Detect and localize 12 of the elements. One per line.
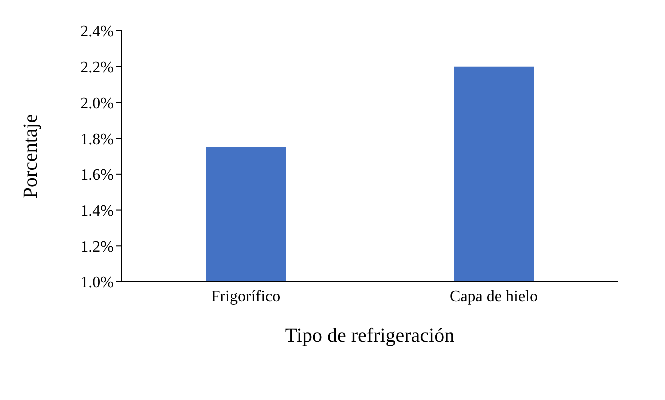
y-tick-label: 2.0% xyxy=(80,95,114,112)
y-tick-label: 2.2% xyxy=(80,60,114,77)
x-tick-label: Capa de hielo xyxy=(450,288,538,306)
x-axis-title: Tipo de refrigeración xyxy=(285,325,455,347)
y-axis-title: Porcentaje xyxy=(20,114,42,199)
y-tick-label: 1.0% xyxy=(80,274,114,292)
y-tick-label: 1.6% xyxy=(80,167,114,184)
x-tick-label: Frigorífico xyxy=(211,288,281,306)
y-tick-label: 1.4% xyxy=(80,202,114,220)
y-tick-label: 1.8% xyxy=(80,131,114,148)
y-tick-label: 2.4% xyxy=(80,24,114,41)
y-tick-label: 1.2% xyxy=(80,238,114,256)
